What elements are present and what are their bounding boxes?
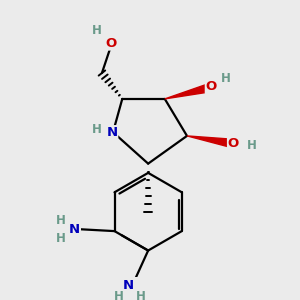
Text: H: H	[56, 214, 66, 226]
Text: H: H	[56, 232, 66, 245]
Text: H: H	[114, 290, 124, 300]
Text: O: O	[106, 37, 117, 50]
Text: O: O	[206, 80, 217, 93]
Text: H: H	[247, 139, 256, 152]
Text: H: H	[221, 72, 231, 85]
Text: N: N	[123, 279, 134, 292]
Polygon shape	[165, 84, 210, 99]
Text: H: H	[136, 290, 146, 300]
Polygon shape	[187, 136, 232, 147]
Text: O: O	[228, 137, 239, 150]
Text: H: H	[92, 123, 101, 136]
Text: N: N	[106, 126, 118, 139]
Text: N: N	[69, 223, 80, 236]
Text: H: H	[92, 24, 101, 37]
